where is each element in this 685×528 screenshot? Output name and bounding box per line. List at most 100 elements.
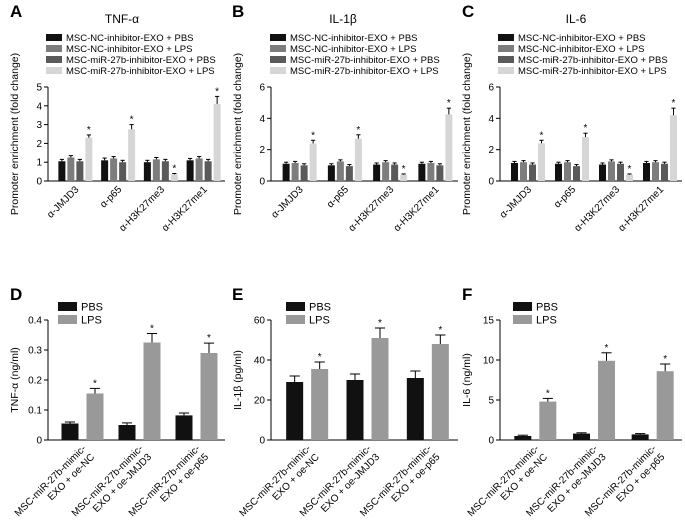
y-tick-label: 60 bbox=[254, 316, 266, 327]
panel-letter: A bbox=[10, 2, 22, 21]
bar bbox=[85, 137, 93, 181]
x-tick-label: MSC-miR-27b-mimic-EXO + oe-NC bbox=[13, 443, 97, 527]
legend-entry: MSC-NC-inhibitor-EXO + LPS bbox=[518, 44, 644, 55]
bar bbox=[58, 161, 66, 181]
y-tick-label: 0 bbox=[36, 177, 42, 188]
bar bbox=[514, 436, 532, 440]
x-tick-label: α-p65 bbox=[552, 184, 578, 210]
bar bbox=[520, 162, 527, 181]
legend-swatch bbox=[46, 45, 62, 52]
y-tick-label: 20 bbox=[254, 396, 266, 407]
bar bbox=[286, 382, 304, 440]
bar bbox=[110, 158, 118, 181]
y-tick-label: 0 bbox=[488, 177, 494, 188]
legend-swatch bbox=[498, 45, 514, 52]
y-tick-label: 10 bbox=[483, 356, 495, 367]
bar bbox=[436, 165, 444, 181]
bar bbox=[573, 433, 590, 440]
legend-entry: MSC-miR-27b-inhibitor-EXO + LPS bbox=[290, 66, 439, 77]
bar bbox=[354, 138, 362, 181]
bar bbox=[345, 166, 353, 181]
x-tick-label: α-H3K27me3 bbox=[347, 184, 397, 234]
bar bbox=[327, 165, 335, 181]
y-tick-label: 4 bbox=[36, 101, 42, 112]
y-tick-label: 0 bbox=[488, 436, 494, 447]
y-tick-label: 0.4 bbox=[28, 316, 42, 327]
panel-letter: F bbox=[462, 285, 472, 304]
bar bbox=[143, 162, 151, 181]
bar bbox=[118, 425, 136, 440]
bar bbox=[186, 160, 194, 181]
legend-swatch bbox=[498, 34, 514, 41]
bar bbox=[175, 415, 193, 440]
y-axis-label: Promoter enrichment (fold change) bbox=[232, 53, 244, 215]
bar bbox=[511, 162, 518, 181]
bar bbox=[598, 360, 615, 440]
significance-star: * bbox=[438, 325, 442, 336]
legend-swatch bbox=[46, 56, 62, 63]
chart-title: IL-1β bbox=[329, 12, 357, 26]
legend-swatch bbox=[58, 315, 77, 324]
significance-star: * bbox=[172, 163, 176, 174]
y-tick-label: 0.3 bbox=[28, 346, 42, 357]
x-tick-label: MSC-miR-27b-mimic-EXO + oe-NC bbox=[466, 443, 550, 527]
significance-star: * bbox=[87, 125, 91, 136]
bar bbox=[311, 369, 329, 440]
significance-star: * bbox=[605, 343, 609, 354]
significance-star: * bbox=[318, 352, 322, 363]
bar bbox=[670, 115, 677, 181]
bar bbox=[371, 338, 389, 440]
legend-entry: PBS bbox=[81, 302, 103, 314]
significance-star: * bbox=[584, 123, 588, 134]
chart-title: TNF-α bbox=[105, 12, 139, 26]
panel-letter: D bbox=[10, 285, 22, 304]
legend-entry: MSC-NC-inhibitor-EXO + LPS bbox=[290, 44, 416, 55]
significance-star: * bbox=[628, 164, 632, 175]
bar bbox=[382, 162, 390, 181]
bar bbox=[431, 344, 449, 440]
bar bbox=[400, 174, 408, 181]
bar bbox=[643, 162, 650, 181]
legend-entry: LPS bbox=[309, 315, 330, 327]
x-tick-label: α-p65 bbox=[325, 184, 351, 210]
significance-star: * bbox=[546, 388, 550, 399]
bar bbox=[538, 143, 545, 181]
bar bbox=[170, 174, 178, 181]
y-tick-label: 2 bbox=[259, 145, 265, 156]
legend-swatch bbox=[270, 67, 286, 74]
y-tick-label: 0 bbox=[259, 177, 265, 188]
y-axis-label: IL-1β (pg/ml) bbox=[232, 350, 244, 410]
bar bbox=[656, 371, 674, 440]
bar bbox=[582, 137, 589, 181]
y-tick-label: 0 bbox=[259, 436, 265, 447]
legend: MSC-NC-inhibitor-EXO + PBSMSC-NC-inhibit… bbox=[498, 33, 668, 77]
bar bbox=[631, 434, 649, 440]
bar bbox=[204, 161, 212, 181]
legend-entry: MSC-miR-27b-inhibitor-EXO + PBS bbox=[518, 55, 668, 66]
y-tick-label: 2 bbox=[36, 139, 42, 150]
y-tick-label: 0 bbox=[36, 436, 42, 447]
bar bbox=[406, 378, 424, 440]
legend-entry: MSC-miR-27b-inhibitor-EXO + PBS bbox=[290, 55, 440, 66]
y-tick-label: 0.1 bbox=[28, 406, 42, 417]
significance-star: * bbox=[672, 98, 676, 109]
bar bbox=[300, 165, 308, 181]
panel-c: C IL-6 MSC-NC-inhibitor-EXO + PBSMSC-NC-in… bbox=[461, 2, 682, 234]
bar bbox=[67, 157, 75, 181]
x-tick-label: α-JMJD3 bbox=[45, 184, 82, 221]
panel-a: A TNF-α MSC-NC-inhibitor-EXO + PBSMSC-NC-i… bbox=[9, 2, 225, 234]
bar bbox=[599, 164, 606, 181]
y-axis-label: Promoter enrichment (fold change) bbox=[461, 53, 473, 215]
y-axis-label: Promoter enrichment (fold change) bbox=[9, 53, 21, 215]
y-tick-label: 6 bbox=[259, 83, 265, 94]
significance-star: * bbox=[207, 333, 211, 344]
y-tick-label: 3 bbox=[36, 120, 42, 131]
bar bbox=[143, 342, 161, 440]
bar bbox=[445, 114, 453, 181]
bar bbox=[661, 163, 668, 181]
y-tick-label: 5 bbox=[488, 396, 494, 407]
legend-swatch bbox=[513, 302, 532, 311]
